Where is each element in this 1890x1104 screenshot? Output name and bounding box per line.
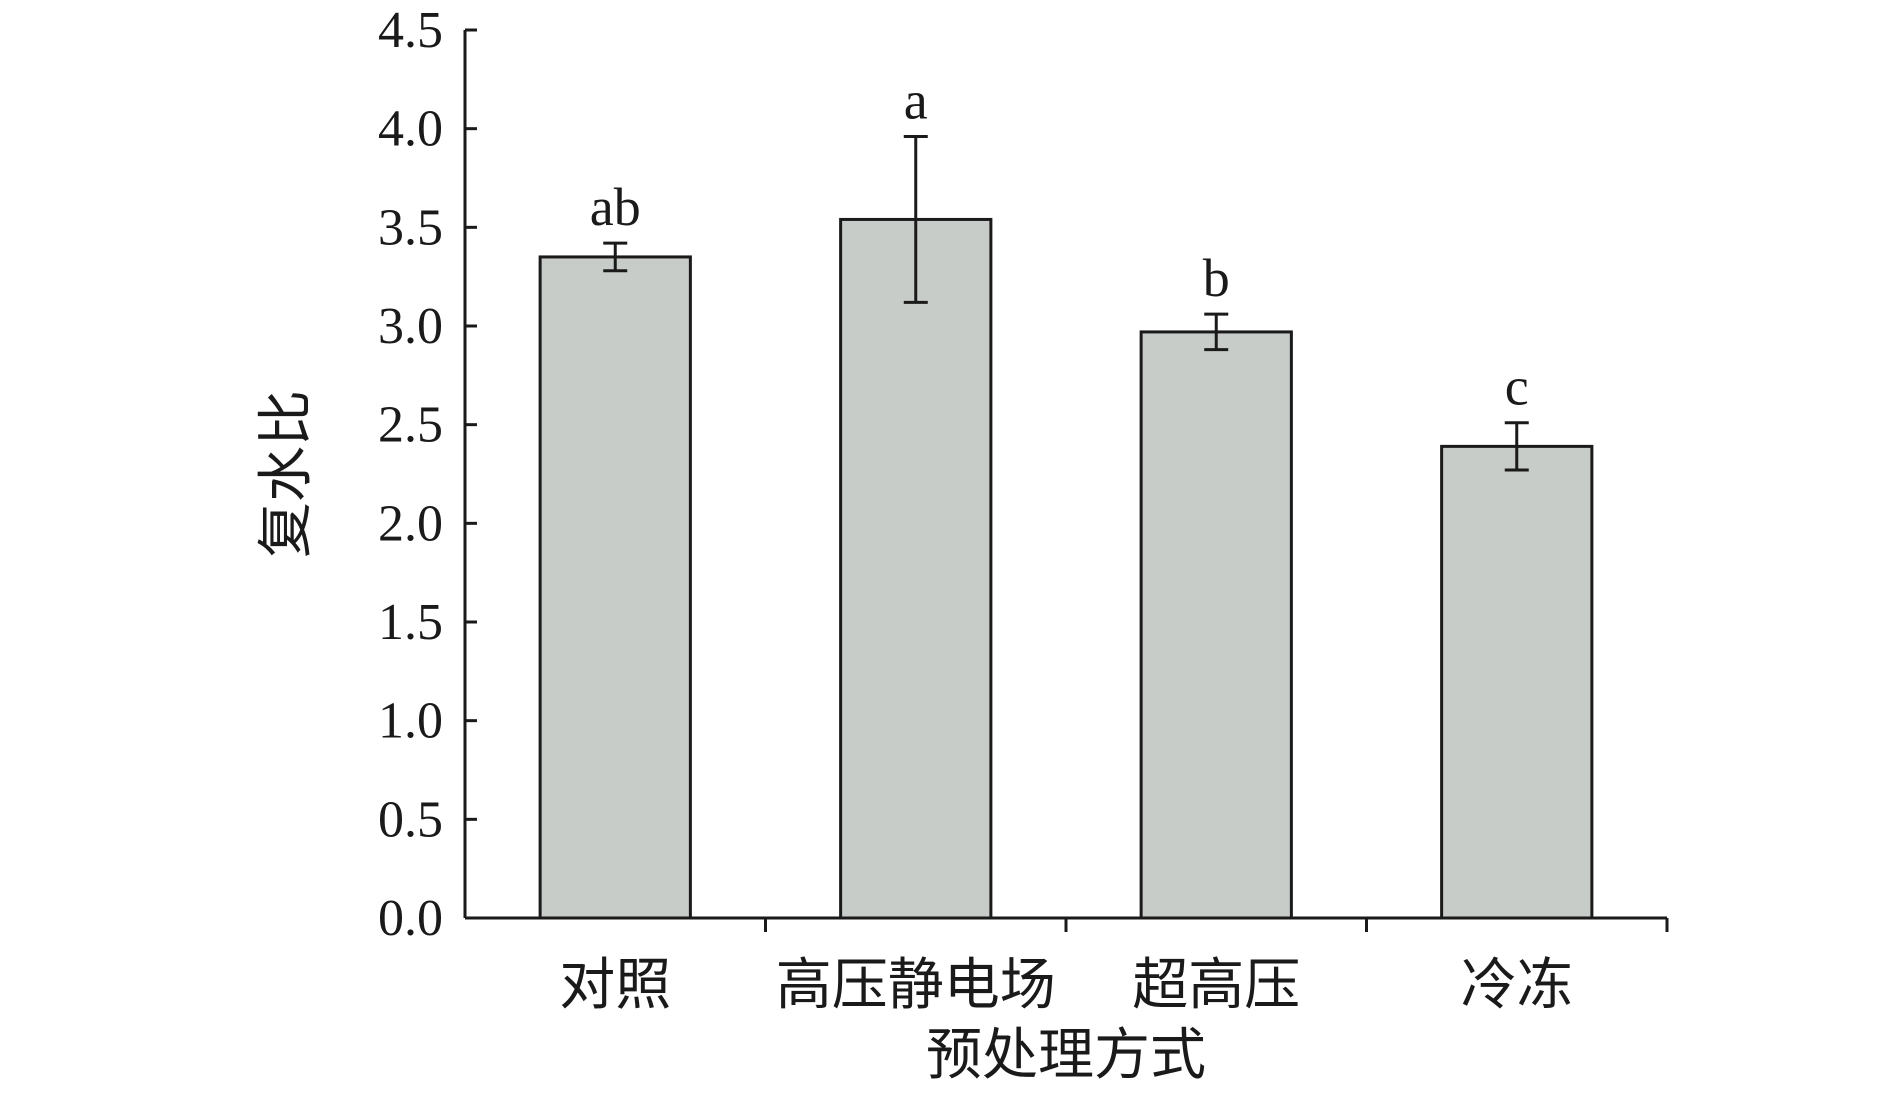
significance-letter: a: [904, 71, 928, 131]
y-tick-label: 0.5: [378, 791, 443, 848]
significance-letter: b: [1203, 248, 1230, 308]
y-tick-label: 0.0: [378, 890, 443, 947]
y-tick-label: 1.5: [378, 594, 443, 651]
significance-letter: ab: [590, 177, 641, 237]
x-ticks-layer: [764, 918, 1669, 932]
bar: [839, 217, 993, 920]
bar: [1440, 444, 1594, 920]
error-bars-layer: [603, 135, 1529, 472]
y-tick-label: 1.0: [378, 693, 443, 750]
bar: [1139, 330, 1293, 920]
y-axis-title: 复水比: [256, 390, 318, 558]
category-label: 高压静电场: [776, 955, 1056, 1017]
category-label: 超高压: [1132, 955, 1300, 1017]
y-tick-label: 3.5: [378, 199, 443, 256]
category-label: 对照: [559, 955, 671, 1017]
category-label: 冷冻: [1461, 955, 1573, 1017]
bars-layer: [538, 217, 1594, 920]
y-tick-label: 2.0: [378, 495, 443, 552]
category-labels-layer: 对照 高压静电场 超高压 冷冻: [559, 955, 1573, 1017]
y-tick-label: 3.0: [378, 298, 443, 355]
y-tick-label: 4.0: [378, 101, 443, 158]
significance-letter: c: [1505, 357, 1529, 417]
x-axis-title: 预处理方式: [926, 1025, 1206, 1087]
y-tick-label: 4.5: [378, 2, 443, 59]
bar: [538, 255, 692, 920]
y-tick-label: 2.5: [378, 397, 443, 454]
y-ticks-layer: 0.0 0.5 1.0 1.5 2.0 2.5 3.0 3.5 4.0 4.5: [378, 2, 477, 947]
